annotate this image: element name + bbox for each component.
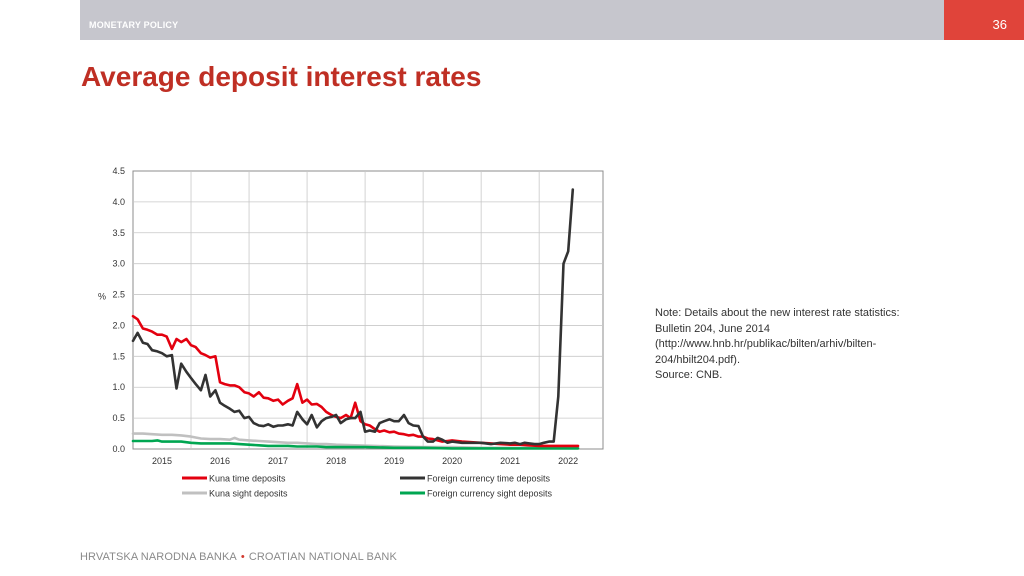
- line-chart: 0.0 0.5 1.0 1.5 2.0 2.5 3.0 3.5 4.0 4.5 2015 2016 20…: [98, 166, 604, 499]
- x-tick-label: 2019: [384, 456, 404, 466]
- legend-label: Foreign currency time deposits: [427, 474, 551, 484]
- x-tick-label: 2022: [558, 456, 578, 466]
- page-number: 36: [992, 17, 1007, 32]
- y-tick-label: 4.0: [112, 197, 125, 207]
- plot-area: [132, 170, 604, 450]
- legend-label: Kuna time deposits: [209, 474, 286, 484]
- chart-note: Note: Details about the new interest rat…: [655, 306, 925, 384]
- legend-label: Foreign currency sight deposits: [427, 489, 553, 499]
- note-line: Source: CNB.: [655, 369, 723, 381]
- x-tick-label: 2018: [326, 456, 346, 466]
- footer-bank-name: HRVATSKA NARODNA BANKA • CROATIAN NATIONAL…: [80, 551, 397, 563]
- y-tick-label: 2.5: [112, 290, 125, 300]
- x-tick-label: 2015: [152, 456, 172, 466]
- y-tick-label: 2.0: [112, 320, 125, 330]
- note-line: Note: Details about the new interest rat…: [655, 307, 900, 319]
- legend-label: Kuna sight deposits: [209, 489, 288, 499]
- y-tick-label: 0.0: [112, 444, 125, 454]
- y-tick-label: 1.5: [112, 351, 125, 361]
- y-tick-label: 4.5: [112, 166, 125, 176]
- series-line: [131, 188, 575, 446]
- page-title: Average deposit interest rates: [81, 61, 482, 92]
- y-tick-label: 1.0: [112, 382, 125, 392]
- header-bar: MONETARY POLICY: [80, 0, 944, 40]
- y-tick-label: 3.5: [112, 228, 125, 238]
- note-line: 204/hbilt204.pdf).: [655, 353, 741, 366]
- page-number-box: 36: [944, 0, 1024, 40]
- x-tick-label: 2020: [442, 456, 462, 466]
- note-line: Bulletin 204, June 2014: [655, 322, 770, 335]
- chart-container: 0.0 0.5 1.0 1.5 2.0 2.5 3.0 3.5 4.0 4.5 2015 2016 20…: [90, 160, 610, 510]
- series-line: [131, 439, 580, 450]
- x-tick-label: 2021: [500, 456, 520, 466]
- y-tick-label: 3.0: [112, 259, 125, 269]
- y-axis-label: %: [98, 291, 106, 301]
- section-label: MONETARY POLICY: [89, 20, 179, 30]
- footer-separator: •: [240, 551, 245, 563]
- y-tick-label: 0.5: [112, 413, 125, 423]
- footer-name-hr: HRVATSKA NARODNA BANKA: [80, 551, 237, 563]
- x-tick-label: 2017: [268, 456, 288, 466]
- x-tick-label: 2016: [210, 456, 230, 466]
- footer-name-en: CROATIAN NATIONAL BANK: [248, 551, 397, 563]
- note-line: (http://www.hnb.hr/publikac/bilten/arhiv…: [655, 338, 877, 350]
